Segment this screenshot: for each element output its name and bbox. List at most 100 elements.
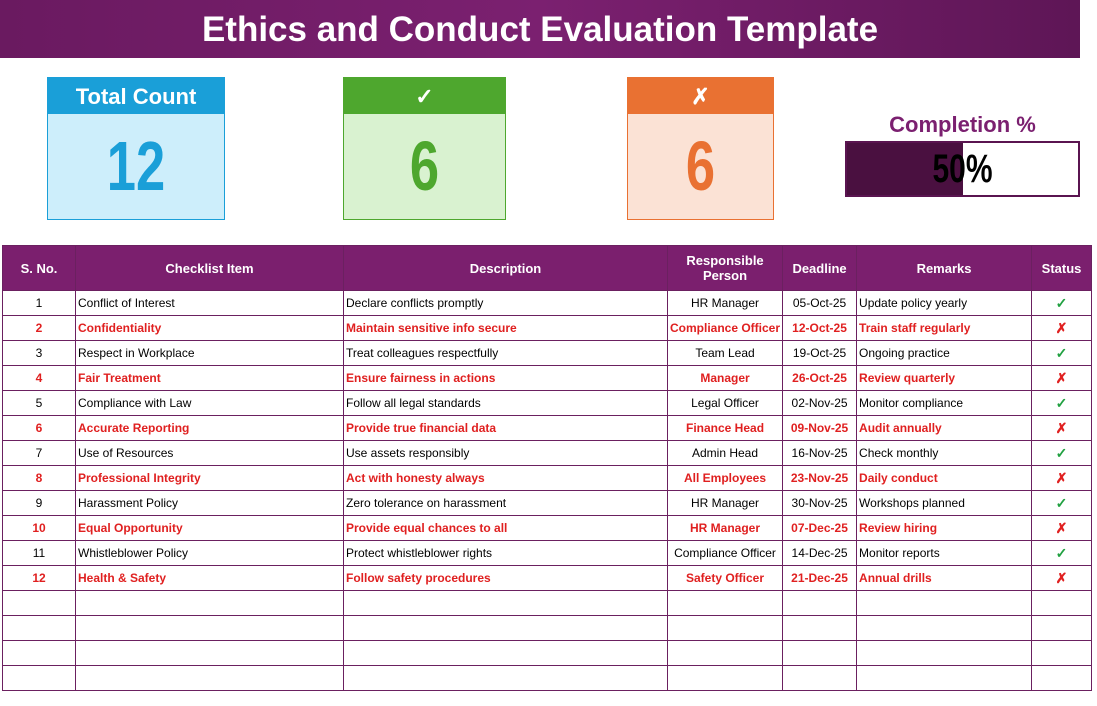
table-cell: Monitor reports [856,540,1033,566]
table-cell: Maintain sensitive info secure [343,315,668,341]
empty-cell [2,590,76,616]
table-cell: Whistleblower Policy [75,540,344,566]
checklist-table: S. No. Checklist Item Description Responsib… [2,245,1093,691]
empty-cell [75,590,344,616]
table-row: 5 Compliance with Law Follow all legal sta… [2,390,1093,416]
table-cell: Daily conduct [856,465,1033,491]
table-cell: Admin Head [666,440,784,466]
table-cell: 8 [2,465,76,491]
table-cell: Confidentiality [75,315,344,341]
table-row: 2 Confidentiality Maintain sensitive info … [2,315,1093,341]
table-cell: Finance Head [666,415,784,441]
table-cell: ✗ [1031,515,1093,541]
empty-cell [2,665,76,691]
empty-row [2,590,1093,616]
table-cell: ✓ [1031,340,1093,366]
empty-cell [2,640,76,666]
table-cell: Check monthly [856,440,1033,466]
table-cell: Safety Officer [666,565,784,591]
table-cell: 05-Oct-25 [782,290,858,316]
table-cell: Provide true financial data [343,415,668,441]
table-cell: 09-Nov-25 [782,415,858,441]
table-cell: All Employees [666,465,784,491]
column-header: Status [1031,245,1093,291]
kpi-card: ✓ 6 [343,77,506,220]
table-cell: 23-Nov-25 [782,465,858,491]
empty-cell [1031,640,1093,666]
table-cell: Compliance Officer [666,315,784,341]
table-cell: 4 [2,365,76,391]
empty-cell [782,665,858,691]
table-cell: 12 [2,565,76,591]
column-header: Remarks [856,245,1033,291]
table-cell: Zero tolerance on harassment [343,490,668,516]
kpi-card: Total Count 12 [47,77,225,220]
table-cell: 5 [2,390,76,416]
table-cell: Review hiring [856,515,1033,541]
table-cell: Compliance with Law [75,390,344,416]
table-cell: Protect whistleblower rights [343,540,668,566]
table-cell: 19-Oct-25 [782,340,858,366]
empty-cell [666,590,784,616]
table-cell: Provide equal chances to all [343,515,668,541]
empty-cell [856,640,1033,666]
kpi-title: ✗ [628,78,773,114]
table-cell: Health & Safety [75,565,344,591]
table-cell: Follow all legal standards [343,390,668,416]
empty-cell [856,590,1033,616]
table-cell: ✓ [1031,290,1093,316]
kpi-value: 12 [106,127,166,205]
table-cell: Declare conflicts promptly [343,290,668,316]
column-header: Deadline [782,245,858,291]
table-cell: Use of Resources [75,440,344,466]
column-header: Description [343,245,668,291]
kpi-title: ✓ [344,78,505,114]
table-cell: Monitor compliance [856,390,1033,416]
table-cell: ✗ [1031,365,1093,391]
completion-bar: 50% [845,141,1080,197]
empty-row [2,665,1093,691]
table-cell: Compliance Officer [666,540,784,566]
table-cell: Annual drills [856,565,1033,591]
table-cell: Update policy yearly [856,290,1033,316]
table-cell: 9 [2,490,76,516]
table-cell: Review quarterly [856,365,1033,391]
table-cell: HR Manager [666,490,784,516]
table-cell: ✗ [1031,465,1093,491]
empty-cell [75,640,344,666]
kpi-value: 6 [685,127,716,205]
table-row: 3 Respect in Workplace Treat colleagues re… [2,340,1093,366]
table-row: 10 Equal Opportunity Provide equal chances… [2,515,1093,541]
table-cell: 07-Dec-25 [782,515,858,541]
empty-cell [75,665,344,691]
kpi-title: Total Count [48,78,224,114]
table-cell: 16-Nov-25 [782,440,858,466]
table-cell: 7 [2,440,76,466]
table-cell: 12-Oct-25 [782,315,858,341]
column-header: S. No. [2,245,76,291]
table-cell: 10 [2,515,76,541]
table-row: 4 Fair Treatment Ensure fairness in action… [2,365,1093,391]
table-cell: 14-Dec-25 [782,540,858,566]
table-cell: 1 [2,290,76,316]
empty-cell [343,590,668,616]
table-cell: Fair Treatment [75,365,344,391]
table-cell: ✗ [1031,315,1093,341]
empty-cell [666,615,784,641]
empty-cell [1031,665,1093,691]
empty-cell [782,615,858,641]
table-cell: ✗ [1031,415,1093,441]
table-cell: 11 [2,540,76,566]
completion-label: Completion % [889,112,1036,137]
table-cell: ✓ [1031,490,1093,516]
table-cell: Follow safety procedures [343,565,668,591]
table-cell: 21-Dec-25 [782,565,858,591]
empty-cell [856,615,1033,641]
table-cell: 3 [2,340,76,366]
table-cell: ✓ [1031,440,1093,466]
empty-row [2,615,1093,641]
empty-cell [782,590,858,616]
table-cell: Accurate Reporting [75,415,344,441]
table-cell: Team Lead [666,340,784,366]
